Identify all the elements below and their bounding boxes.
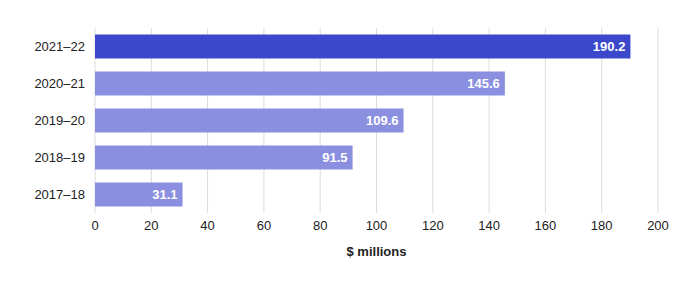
- tick-label: 0: [91, 218, 98, 233]
- bar: [95, 72, 505, 96]
- tick-label: 200: [647, 218, 669, 233]
- bar: [95, 35, 630, 59]
- grid: [95, 28, 658, 213]
- axis-label: $ millions: [347, 244, 407, 259]
- tick-label: 160: [535, 218, 557, 233]
- bar: [95, 109, 404, 133]
- data-labels: 190.2 145.6 109.6 91.5 31.1: [152, 39, 625, 202]
- data-label: 145.6: [467, 76, 500, 91]
- tick-label: 100: [366, 218, 388, 233]
- data-label: 109.6: [366, 113, 399, 128]
- tick-label: 40: [200, 218, 214, 233]
- category-label: 2017–18: [34, 187, 85, 202]
- tick-label: 140: [478, 218, 500, 233]
- category-label: 2020–21: [34, 76, 85, 91]
- chart-svg: 0 20 40 60 80 100 120 140 160 180 200 $ millions 190…: [0, 0, 689, 282]
- category-label: 2021–22: [34, 39, 85, 54]
- tick-label: 120: [422, 218, 444, 233]
- data-label: 31.1: [152, 187, 177, 202]
- grid-line: [658, 28, 659, 213]
- category-label: 2018–19: [34, 150, 85, 165]
- bar: [95, 183, 183, 207]
- data-label: 91.5: [322, 150, 347, 165]
- data-label: 190.2: [593, 39, 626, 54]
- bars: [95, 35, 630, 207]
- tick-label: 20: [144, 218, 158, 233]
- chart-container: 0 20 40 60 80 100 120 140 160 180 200 $ millions 190…: [0, 0, 689, 282]
- tick-label: 80: [313, 218, 327, 233]
- tick-label: 60: [257, 218, 271, 233]
- tick-label: 180: [591, 218, 613, 233]
- bar: [95, 146, 353, 170]
- category-label: 2019–20: [34, 113, 85, 128]
